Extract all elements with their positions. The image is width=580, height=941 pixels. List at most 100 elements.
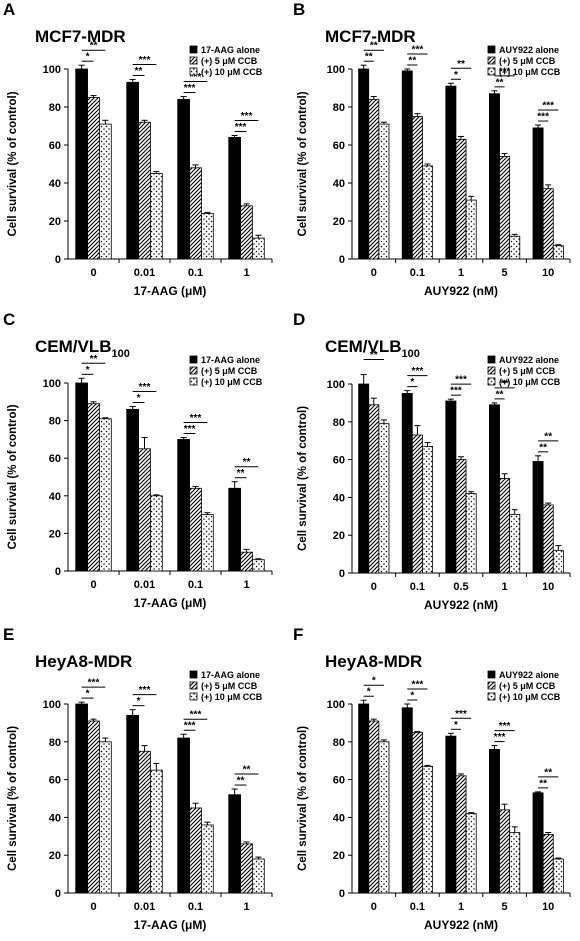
y-tick-label: 0 xyxy=(55,566,61,578)
significance-label: ** xyxy=(496,77,504,88)
bar xyxy=(499,155,511,260)
bar xyxy=(189,487,202,572)
legend-swatch xyxy=(189,670,198,679)
y-tick-label: 20 xyxy=(49,528,61,540)
panel-title-text: HeyA8-MDR xyxy=(35,652,132,671)
y-tick-label: 40 xyxy=(333,178,345,190)
y-tick-label: 60 xyxy=(49,140,61,152)
significance-label: *** xyxy=(184,83,196,94)
y-tick-label: 60 xyxy=(333,455,345,467)
bar xyxy=(509,235,521,260)
bar xyxy=(532,461,544,574)
bar xyxy=(150,173,163,260)
panel-title: MCF7-MDR xyxy=(35,27,126,46)
y-tick-label: 20 xyxy=(333,850,345,862)
x-tick-label: 5 xyxy=(502,901,508,913)
y-tick-label: 80 xyxy=(49,737,61,749)
panel-title: HeyA8-MDR xyxy=(325,652,422,671)
significance-label: ** xyxy=(539,778,547,789)
y-tick-label: 100 xyxy=(327,379,345,391)
significance-label: *** xyxy=(412,366,424,377)
significance-label: ** xyxy=(501,378,509,389)
bar xyxy=(455,775,467,894)
y-tick-label: 0 xyxy=(339,888,345,900)
bar xyxy=(240,843,253,894)
legend-label: (+) 10 μM CCB xyxy=(201,67,263,77)
legend-label: (+) 10 μM CCB xyxy=(201,692,263,702)
x-tick-label: 0 xyxy=(90,901,96,913)
legend-swatch xyxy=(189,366,198,375)
y-tick-label: 60 xyxy=(49,453,61,465)
significance-label: * xyxy=(410,377,414,388)
y-tick-label: 100 xyxy=(43,378,61,390)
x-axis-label: AUY922 (nM) xyxy=(424,284,498,298)
bar xyxy=(177,99,190,260)
bar xyxy=(126,714,139,894)
significance-label: *** xyxy=(412,45,424,56)
significance-label: *** xyxy=(190,72,202,83)
legend-swatch xyxy=(189,377,198,386)
y-tick-label: 100 xyxy=(43,64,61,76)
x-axis-label: AUY922 (nM) xyxy=(424,918,498,932)
panel-title-text: HeyA8-MDR xyxy=(325,652,422,671)
bar xyxy=(488,404,500,574)
bar xyxy=(422,165,434,260)
bar xyxy=(368,99,380,260)
bar xyxy=(542,188,554,260)
bar xyxy=(465,199,477,260)
y-axis-label: Cell survival (% of control) xyxy=(297,726,309,871)
x-tick-label: 10 xyxy=(542,581,554,593)
y-tick-label: 40 xyxy=(49,812,61,824)
x-tick-label: 0.01 xyxy=(134,579,155,591)
significance-label: ** xyxy=(539,442,547,453)
panel-title: CEM/VLB100 xyxy=(325,337,420,360)
legend: AUY922 alone(+) 5 μM CCB(+) 10 μM CCB xyxy=(487,670,561,702)
significance-label: ** xyxy=(237,468,245,479)
legend-swatch xyxy=(189,56,198,65)
bar xyxy=(499,478,511,574)
bar xyxy=(499,809,511,894)
significance-label: *** xyxy=(499,66,511,77)
significance-label: ** xyxy=(370,350,378,361)
significance-label: ** xyxy=(457,59,465,70)
significance-label: * xyxy=(86,52,90,63)
legend-swatch xyxy=(189,355,198,364)
significance-label: ** xyxy=(365,52,373,63)
bar xyxy=(378,123,390,260)
significance-label: * xyxy=(410,691,414,702)
significance-label: ** xyxy=(237,776,245,787)
bar xyxy=(488,93,500,260)
legend-swatch xyxy=(189,45,198,54)
legend-swatch xyxy=(487,366,496,375)
significance-label: * xyxy=(372,676,376,687)
panel-title: HeyA8-MDR xyxy=(35,652,132,671)
significance-label: ** xyxy=(370,41,378,52)
legend-label: (+) 10 μM CCB xyxy=(499,692,561,702)
bar xyxy=(411,116,423,260)
significance-label: ** xyxy=(90,41,98,52)
y-axis-label: Cell survival (% of control) xyxy=(7,91,19,236)
y-tick-label: 80 xyxy=(49,416,61,428)
panel-letter: C xyxy=(3,310,15,329)
y-tick-label: 40 xyxy=(49,491,61,503)
x-tick-label: 0.01 xyxy=(134,901,155,913)
x-tick-label: 0 xyxy=(90,579,96,591)
legend-label: 17-AAG alone xyxy=(201,670,260,680)
panel-title-subscript: 100 xyxy=(402,348,420,360)
x-tick-label: 1 xyxy=(243,267,249,279)
bar xyxy=(177,737,190,894)
x-tick-label: 0 xyxy=(90,267,96,279)
significance-label: * xyxy=(367,687,371,698)
legend-swatch xyxy=(487,377,496,386)
bar xyxy=(401,393,413,574)
x-axis-label: 17-AAG (μM) xyxy=(134,596,207,610)
x-tick-label: 10 xyxy=(542,267,554,279)
y-tick-label: 60 xyxy=(333,775,345,787)
legend-swatch xyxy=(487,692,496,701)
bar xyxy=(126,408,139,572)
significance-label: ** xyxy=(544,431,552,442)
y-tick-label: 0 xyxy=(55,888,61,900)
y-tick-label: 100 xyxy=(43,699,61,711)
significance-label: ** xyxy=(496,389,504,400)
